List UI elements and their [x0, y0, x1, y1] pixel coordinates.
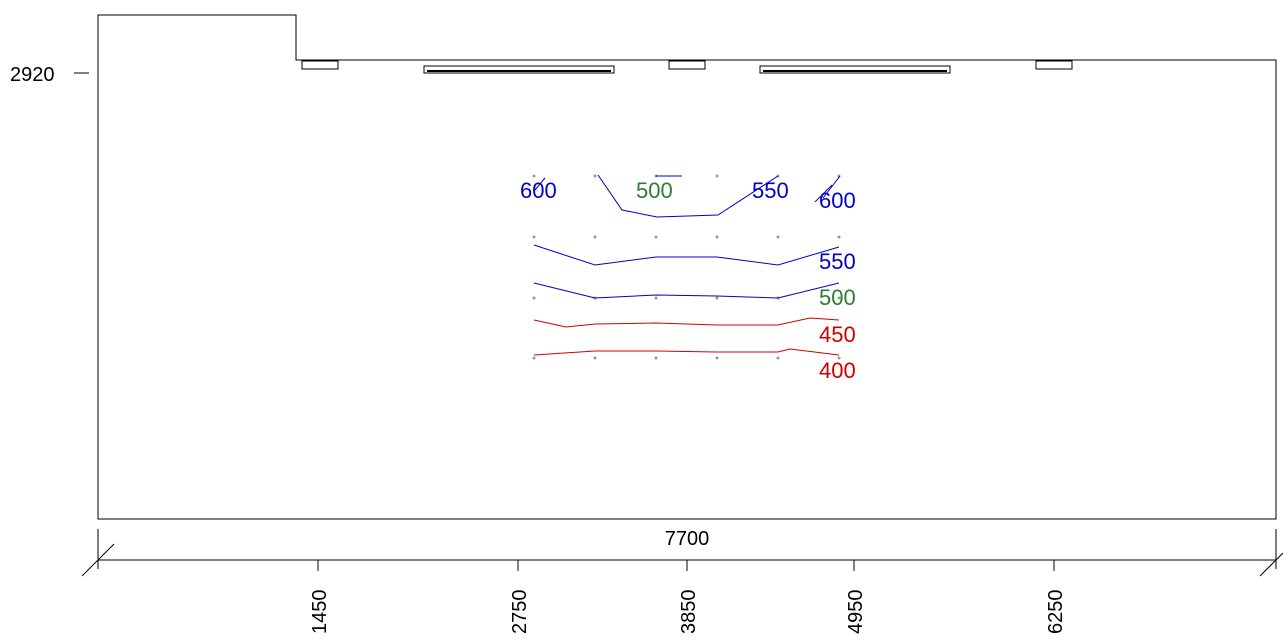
luminaires [301, 60, 1073, 74]
ruler-ticks [317, 560, 1055, 571]
contour-label-450: 450 [819, 322, 856, 347]
ruler-label-4: 4950 [845, 590, 867, 635]
room-outline [97, 14, 1277, 520]
luminaire-small [1035, 60, 1073, 70]
contour-600-left [534, 177, 546, 191]
height-dimension-label: 2920 [10, 64, 55, 86]
contour-label-500: 500 [819, 285, 856, 310]
measurement-points [532, 174, 841, 360]
contour-label-400: 400 [819, 358, 856, 383]
ruler-label-2: 2750 [509, 590, 531, 635]
ruler-label-3: 3850 [678, 590, 700, 635]
ruler-label-1: 1450 [309, 590, 331, 635]
contour-label-550: 550 [819, 249, 856, 274]
contour-600-right-2 [822, 175, 841, 199]
contour-400 [533, 348, 840, 356]
contour-lines [533, 174, 841, 356]
luminaire-linear [423, 65, 615, 74]
luminaire-small [668, 60, 706, 70]
contour-600-right [814, 184, 833, 203]
contour-550 [533, 244, 840, 266]
contour-500 [533, 282, 840, 299]
contour-500-top [597, 174, 779, 218]
luminaire-small [301, 60, 339, 70]
luminaire-linear [759, 65, 951, 74]
total-width-label: 7700 [665, 528, 710, 550]
contour-label-500-top: 500 [636, 178, 673, 203]
contour-label-600-left: 600 [520, 178, 557, 203]
contour-450 [533, 317, 840, 328]
contour-label-550-top: 550 [752, 178, 789, 203]
contour-label-600-right: 600 [819, 188, 856, 213]
ruler-label-5: 6250 [1045, 590, 1067, 635]
